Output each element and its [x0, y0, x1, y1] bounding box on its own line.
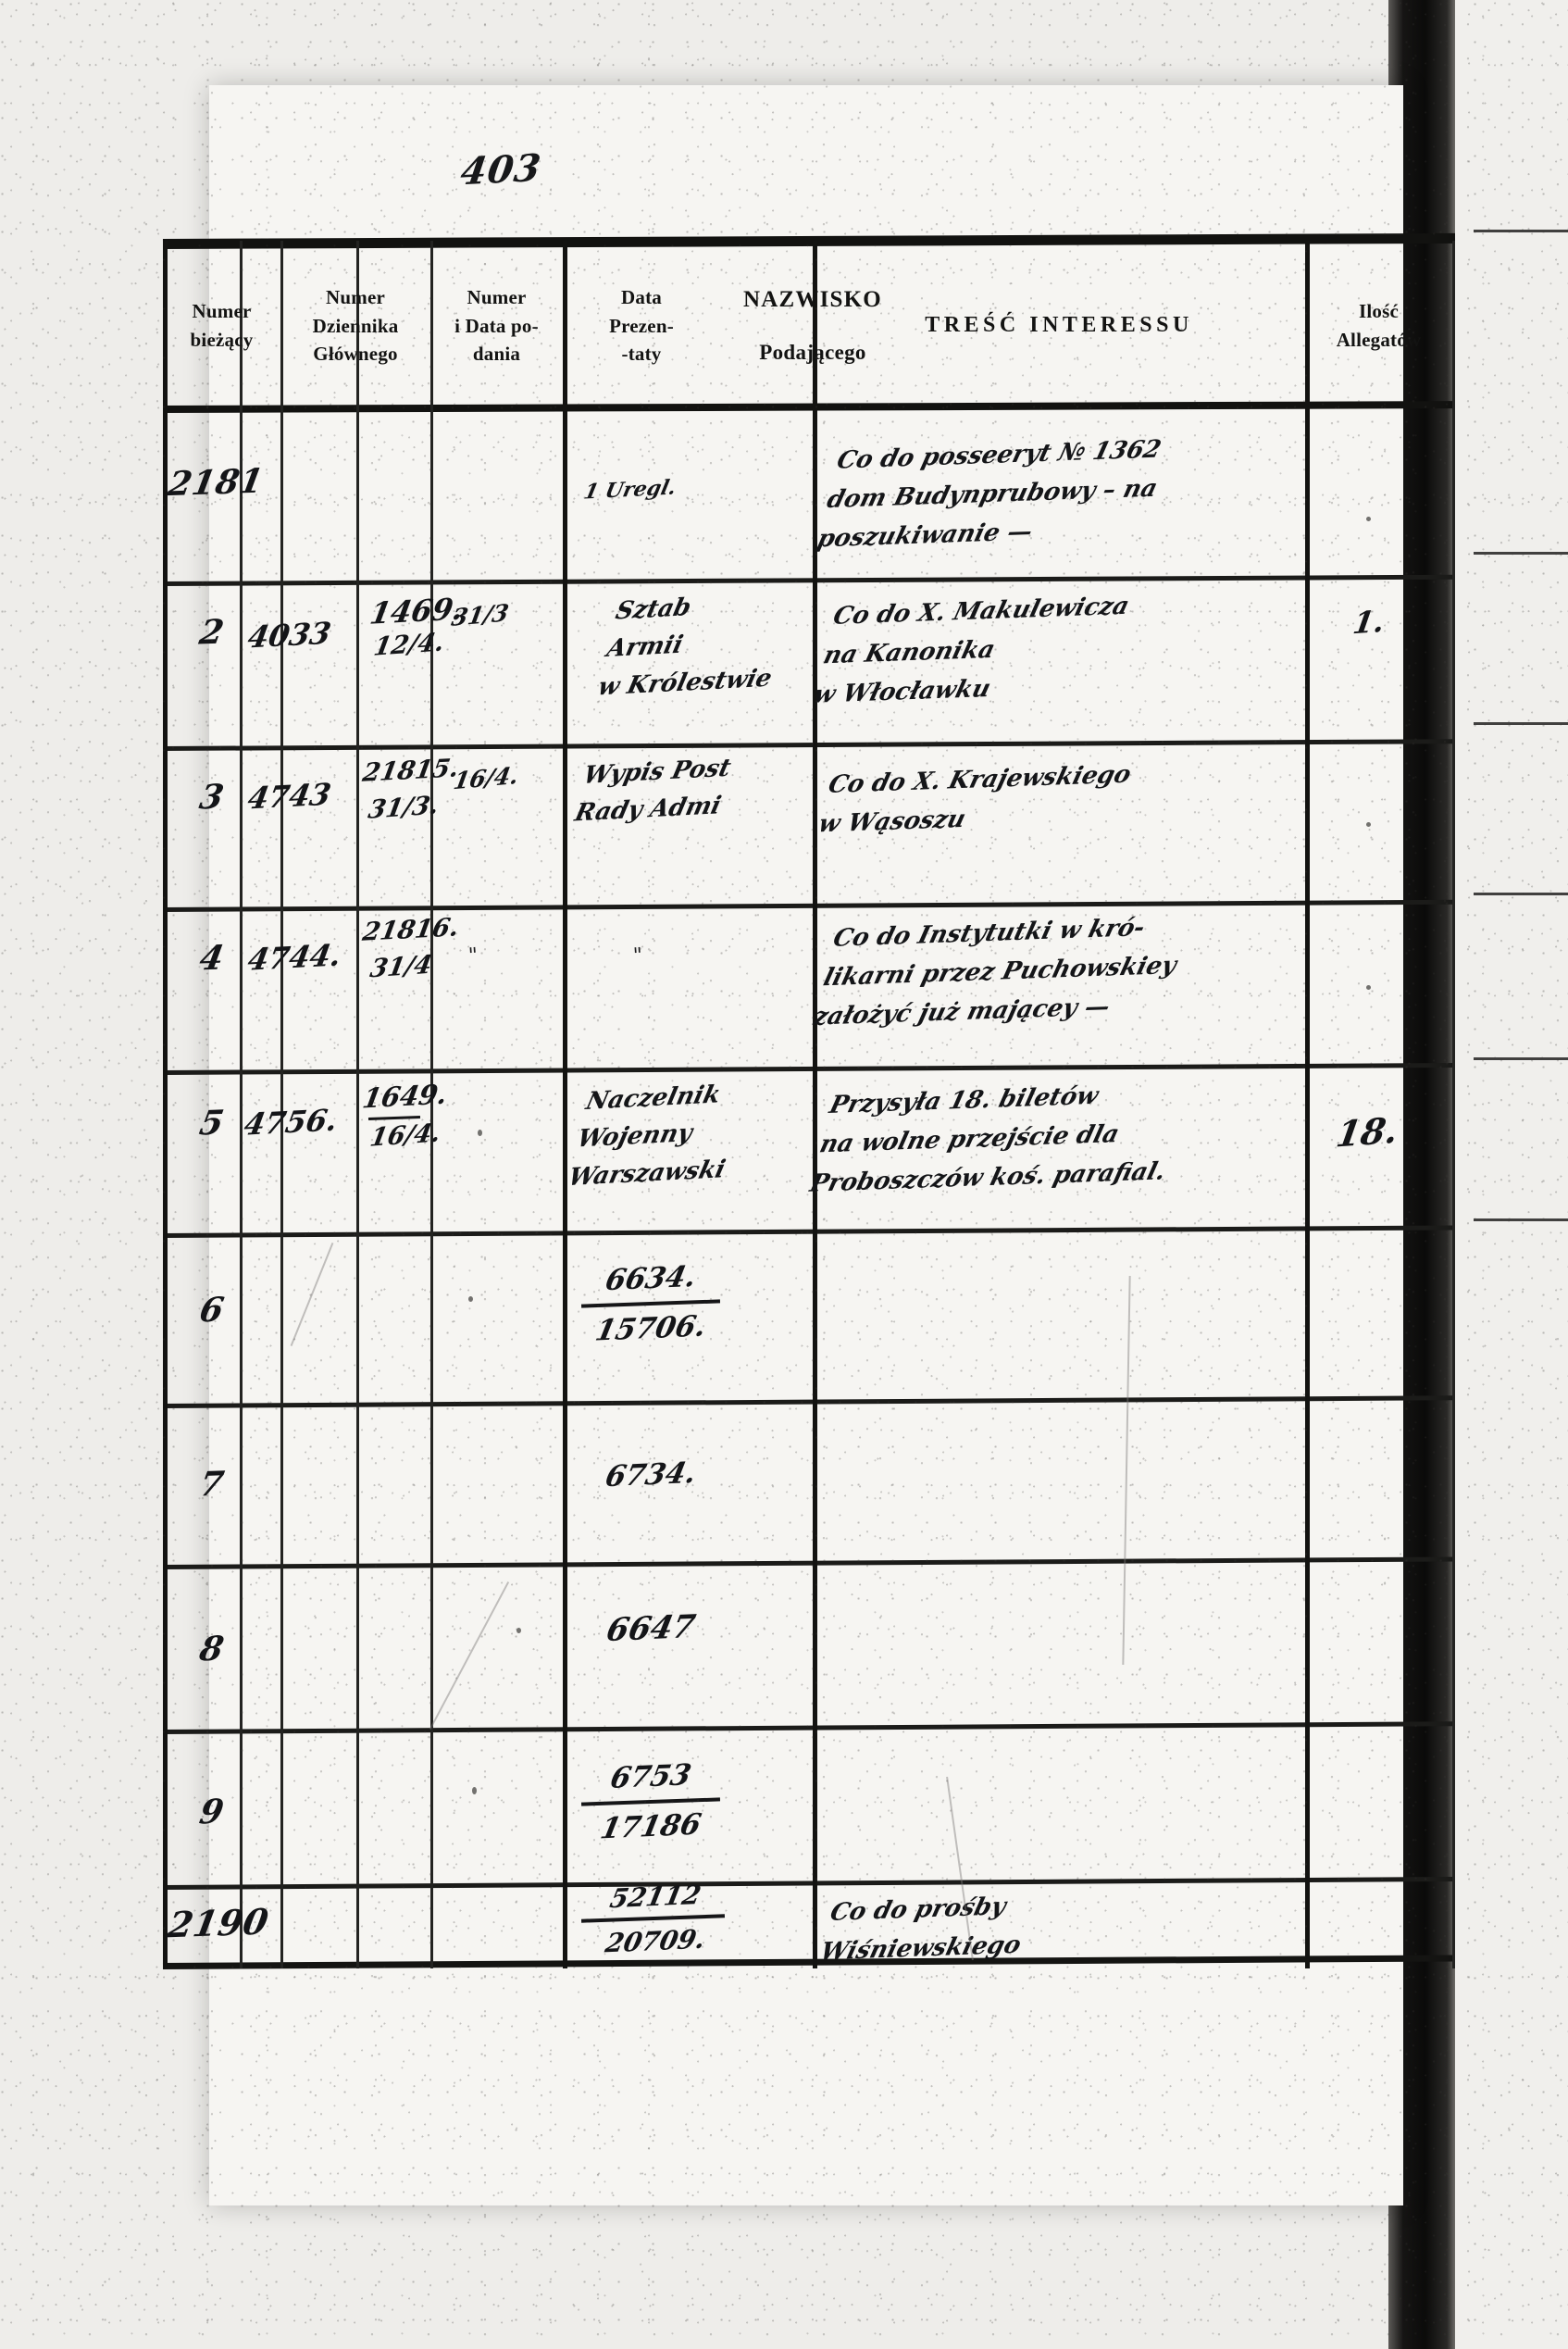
folio-number: 403 — [457, 145, 544, 194]
ink-speck — [472, 1787, 477, 1794]
ink-speck — [478, 1130, 482, 1136]
cell-numer-dziennika: 4743 — [244, 776, 334, 817]
header-line: -taty — [621, 343, 662, 366]
register-table: Numer bieżący Numer Dziennika Głównego N… — [162, 232, 1456, 2174]
header-line: Ilość — [1359, 300, 1399, 323]
cell-nazwisko-numerator: 52112 — [607, 1879, 704, 1915]
cell-data-prezentaty: 16/4. — [451, 761, 521, 795]
cell-nazwisko-denominator: 20709. — [603, 1923, 709, 1959]
cell-data-prezentaty: 31/3 — [449, 599, 511, 631]
header-line: TREŚĆ INTERESSU — [925, 313, 1193, 338]
cell-numer-biezacy: 9 — [196, 1792, 228, 1832]
facing-page-rule — [1474, 722, 1568, 725]
scan-scratch — [1122, 1276, 1131, 1665]
column-rule-data-podania — [430, 241, 433, 1968]
ink-speck — [1366, 985, 1371, 990]
column-header-ilosc-allegatow: Ilość Allegatów — [1305, 248, 1452, 404]
cell-numer-biezacy: 7 — [196, 1464, 228, 1505]
cell-numer-biezacy: 6 — [196, 1290, 228, 1331]
cell-nazwisko: Naczelnik Wojenny Warszawski — [566, 1081, 728, 1192]
cell-nazwisko: 6734. — [602, 1456, 700, 1494]
facing-page-rule — [1474, 552, 1568, 555]
header-line: Głównego — [313, 343, 398, 366]
cell-tresc: Przysyła 18. biletów na wolne przejście … — [806, 1081, 1169, 1199]
cell-nazwisko: Wypis Post Rady Admi — [571, 754, 734, 828]
cell-nazwisko-denominator: 15706. — [592, 1309, 710, 1348]
header-line: Data — [621, 286, 662, 309]
cell-data-podania: 12/4. — [371, 628, 447, 662]
cell-ilosc-allegatow: 18. — [1333, 1108, 1401, 1156]
cell-tresc: Co do X. Makulewicza na Kanonika w Włocł… — [810, 592, 1132, 710]
cell-nazwisko-ditto: " — [632, 943, 643, 968]
header-line: NAZWISKO — [743, 286, 882, 312]
column-header-numer-dziennika: Numer Dziennika Głównego — [280, 248, 430, 404]
cell-ilosc-allegatow: 1. — [1350, 603, 1388, 642]
column-rule-dziennik-a — [280, 241, 283, 1968]
scan-scratch — [429, 1581, 510, 1730]
cell-tresc: Co do Instytutki w kró- likarni przez Pu… — [810, 913, 1179, 1031]
cell-numer-biezacy: 2181 — [165, 461, 268, 505]
cell-numer-biezacy: 3 — [196, 777, 228, 818]
header-line: Numer — [192, 300, 252, 323]
facing-page-rule — [1474, 893, 1568, 895]
ink-speck — [1366, 517, 1371, 521]
column-rule-numer-biezacy — [240, 241, 243, 1968]
header-line: Dziennika — [312, 314, 399, 337]
header-line: Numer — [326, 286, 385, 309]
cell-numer-biezacy: 2 — [196, 612, 228, 653]
column-rule-dziennik-b — [356, 241, 359, 1968]
cell-data-podania: 31/4 — [367, 950, 434, 984]
column-rule-left — [163, 241, 168, 1968]
cell-numer-podania: 21816. — [360, 913, 462, 947]
column-header-data-prezentaty: Data Prezen- -taty — [563, 248, 720, 404]
cell-nazwisko: Sztab Armii w Królestwie — [595, 593, 775, 702]
facing-page-rule — [1474, 1057, 1568, 1060]
header-line: Podającego — [759, 341, 866, 365]
cell-data-podania: 16/4. — [367, 1118, 443, 1153]
cell-nazwisko: 6647 — [603, 1607, 699, 1650]
ink-speck — [1366, 822, 1371, 827]
column-header-numer-i-data-podania: Numer i Data po- dania — [430, 248, 563, 404]
cell-numer-biezacy: 2190 — [165, 1900, 272, 1946]
cell-numer-dziennika: 4756. — [241, 1102, 341, 1143]
column-header-tresc-interessu: TREŚĆ INTERESSU — [813, 248, 1305, 404]
header-line: Allegatów — [1336, 329, 1422, 351]
ledger-leaf — [209, 85, 1403, 2205]
ink-speck — [468, 1296, 473, 1302]
header-line: Prezen- — [609, 314, 674, 337]
cell-data-podania: 31/3. — [366, 791, 442, 825]
cell-nazwisko-numerator: 6753 — [607, 1757, 694, 1796]
column-rule-nazwisko — [813, 241, 817, 1968]
header-line: Numer — [467, 286, 527, 309]
facing-page-rule — [1474, 230, 1568, 232]
cell-numer-podania: 1649. — [360, 1078, 450, 1115]
header-line: i Data po- — [454, 314, 539, 337]
cell-numer-biezacy: 8 — [196, 1629, 228, 1669]
facing-page-rule — [1474, 1218, 1568, 1221]
column-rule-right — [1452, 241, 1455, 1968]
cell-tresc: Co do X. Krajewskiego w Wąsoszu — [815, 760, 1135, 839]
column-header-nazwisko-podajacego: NAZWISKO Podającego — [720, 248, 905, 404]
cell-nazwisko: 1 Uregl. — [581, 475, 679, 505]
header-line: bieżący — [190, 329, 254, 351]
cell-numer-podania: 21815. — [360, 754, 462, 788]
cell-numer-biezacy: 5 — [196, 1103, 228, 1143]
cell-nazwisko-denominator: 17186 — [597, 1807, 704, 1846]
cell-nazwisko-numerator: 6634. — [602, 1259, 700, 1298]
cell-numer-biezacy: 4 — [196, 938, 228, 979]
cell-numer-dziennika: 4744. — [244, 937, 344, 978]
cell-tresc: Co do posseeryt № 1362 dom Budynprubowy … — [814, 435, 1164, 554]
cell-data-prezentaty-ditto: " — [467, 943, 479, 968]
column-header-numer-biezacy: Numer bieżący — [163, 248, 280, 404]
header-line: dania — [472, 343, 521, 366]
scan-scratch — [290, 1242, 334, 1347]
column-rule-prezentaty — [563, 241, 567, 1968]
ink-speck — [516, 1628, 521, 1633]
column-rule-tresc — [1305, 241, 1310, 1968]
cell-numer-dziennika: 4033 — [244, 615, 334, 656]
facing-page-sliver — [1455, 0, 1568, 2349]
